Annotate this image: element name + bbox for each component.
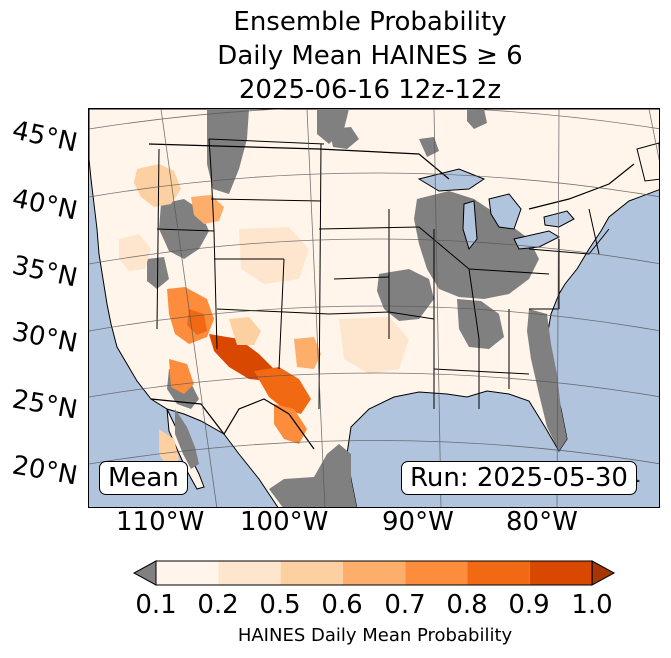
colorbar-segment bbox=[467, 561, 530, 585]
run-date-label: Run: 2025-05-30 bbox=[410, 463, 628, 493]
graticule bbox=[89, 109, 659, 507]
lon-label-80w: 80°W bbox=[506, 507, 578, 537]
run-date-box: Run: 2025-05-30 bbox=[401, 461, 637, 495]
mean-label-box: Mean bbox=[99, 461, 188, 495]
lon-label-90w: 90°W bbox=[382, 507, 454, 537]
map-frame: Mean Run: 2025-05-30 bbox=[88, 108, 660, 508]
colorbar-tick-5: 0.8 bbox=[446, 590, 488, 620]
country-borders bbox=[148, 143, 635, 450]
lon-label-100w: 100°W bbox=[240, 507, 329, 537]
map-canvas bbox=[89, 109, 659, 507]
colorbar-tick-7: 1.0 bbox=[571, 590, 613, 620]
colorbar-label: HAINES Daily Mean Probability bbox=[237, 625, 513, 646]
colorbar-under-arrow bbox=[132, 560, 157, 586]
state-boundaries bbox=[156, 138, 610, 410]
lat-label-40n: 40°N bbox=[9, 183, 80, 227]
lat-label-20n: 20°N bbox=[9, 450, 80, 492]
title-line-3: 2025-06-16 12z-12z bbox=[238, 75, 502, 105]
colorbar-tick-1: 0.2 bbox=[197, 590, 239, 620]
land-newfoundland bbox=[636, 142, 659, 182]
lat-label-30n: 30°N bbox=[9, 317, 80, 359]
colorbar-tick-4: 0.7 bbox=[384, 590, 426, 620]
lat-label-35n: 35°N bbox=[9, 250, 80, 294]
colorbar-segment bbox=[405, 561, 468, 585]
colorbar-tick-6: 0.9 bbox=[508, 590, 550, 620]
colorbar bbox=[132, 560, 616, 586]
colorbar-segment bbox=[529, 561, 593, 585]
colorbar-segment bbox=[342, 561, 406, 585]
colorbar-tick-2: 0.5 bbox=[259, 590, 301, 620]
colorbar-segment bbox=[218, 561, 281, 585]
lat-label-45n: 45°N bbox=[9, 115, 80, 159]
colorbar-outline bbox=[155, 560, 593, 586]
colorbar-over-arrow bbox=[591, 560, 616, 586]
lon-label-110w: 110°W bbox=[116, 507, 205, 537]
colorbar-segment bbox=[156, 561, 219, 585]
title-line-2: Daily Mean HAINES ≥ 6 bbox=[217, 41, 523, 71]
colorbar-tick-3: 0.6 bbox=[321, 590, 363, 620]
colorbar-segments bbox=[132, 560, 616, 586]
colorbar-tick-0: 0.1 bbox=[135, 590, 177, 620]
mean-label: Mean bbox=[108, 463, 179, 493]
lat-label-25n: 25°N bbox=[9, 384, 80, 426]
title-line-1: Ensemble Probability bbox=[233, 7, 507, 37]
colorbar-segment bbox=[280, 561, 343, 585]
